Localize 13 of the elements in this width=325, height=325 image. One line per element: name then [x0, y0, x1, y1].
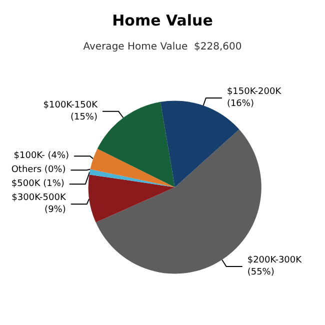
- data-label: (16%): [226, 98, 254, 109]
- slice-label: $100K- (4%): [14, 151, 70, 162]
- data-label: (9%): [44, 205, 66, 216]
- chart-subtitle: Average Home Value $228,600: [83, 42, 242, 52]
- data-label: (15%): [70, 112, 98, 122]
- data-label: (55%): [247, 267, 274, 278]
- slice-label: $200K-300K: [247, 255, 303, 266]
- slice-label: $300K-500K: [12, 193, 67, 204]
- chart-title: Home Value: [112, 12, 213, 30]
- slice-label: $500K (1%): [11, 179, 64, 190]
- slice-label: $100K-150K: [43, 100, 99, 110]
- legend-label: Others (0%): [11, 165, 66, 176]
- slice-label: $150K-200K: [226, 86, 282, 97]
